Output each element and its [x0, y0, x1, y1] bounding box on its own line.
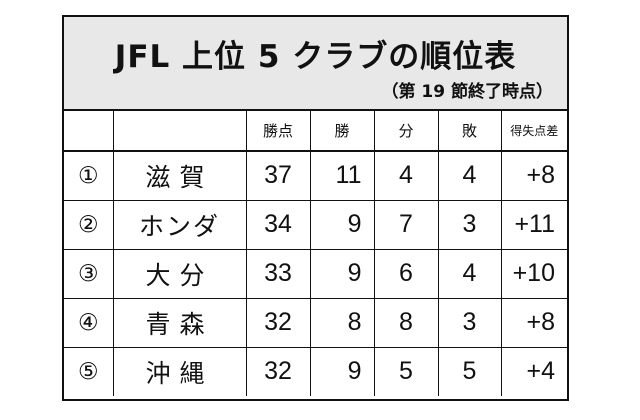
table-row: ④ 青森 32 8 8 3 +8	[64, 298, 567, 348]
table-row: ⑤ 沖縄 32 9 5 5 +4	[64, 347, 567, 396]
table-subtitle: （第 19 節終了時点）	[381, 82, 554, 102]
club-name-cell: 大分	[113, 249, 247, 299]
points-cell: 32	[246, 347, 311, 396]
header-losses: 敗	[438, 111, 502, 152]
goal-diff-cell: +8	[501, 151, 567, 201]
club-name-cell: 滋賀	[113, 151, 247, 201]
goal-diff-cell: +4	[526, 357, 555, 386]
points-cell: 33	[246, 249, 311, 299]
losses-cell: 3	[438, 298, 502, 348]
wins-cell: 9	[310, 347, 375, 396]
standings-grid: 勝点 勝 分 敗 得失点差 ① 滋賀 37 11 4 4 +8 ② ホンダ 34…	[64, 111, 567, 396]
wins-cell: 9	[310, 200, 375, 250]
losses-cell: 4	[438, 151, 502, 201]
rank-cell: ④	[64, 298, 114, 348]
rank-cell: ③	[64, 249, 114, 299]
losses-cell: 5	[438, 347, 502, 396]
wins-cell: 11	[310, 151, 375, 201]
rank-cell: ⑤	[64, 347, 114, 396]
standings-table: JFL 上位 5 クラブの順位表 （第 19 節終了時点） 勝点 勝 分 敗 得…	[62, 15, 569, 401]
draws-cell: 6	[374, 249, 439, 299]
draws-cell: 8	[374, 298, 439, 348]
draws-cell: 4	[374, 151, 439, 201]
losses-cell: 4	[438, 249, 502, 299]
draws-cell: 7	[374, 200, 439, 250]
wins-cell: 8	[310, 298, 375, 348]
points-cell: 37	[246, 151, 311, 201]
header-points: 勝点	[246, 111, 311, 152]
table-row: ① 滋賀 37 11 4 4 +8	[64, 151, 567, 201]
club-name-cell: 青森	[113, 298, 247, 348]
losses-cell: 3	[438, 200, 502, 250]
header-draws: 分	[374, 111, 439, 152]
club-name-cell: 沖縄	[113, 347, 247, 396]
rank-cell: ①	[64, 151, 114, 201]
header-club	[113, 111, 247, 152]
title-area: JFL 上位 5 クラブの順位表 （第 19 節終了時点）	[64, 17, 567, 111]
goal-diff-cell: +11	[501, 200, 567, 250]
points-cell: 34	[246, 200, 311, 250]
club-name-cell: ホンダ	[113, 200, 247, 250]
goal-diff-cell: +10	[501, 249, 567, 299]
header-wins: 勝	[310, 111, 375, 152]
goal-diff-cell: +8	[501, 298, 567, 348]
header-row: 勝点 勝 分 敗 得失点差	[64, 111, 567, 152]
points-cell: 32	[246, 298, 311, 348]
header-goal-diff: 得失点差	[501, 111, 567, 152]
table-title: JFL 上位 5 クラブの順位表	[114, 39, 517, 75]
draws-cell: 5	[374, 347, 439, 396]
header-rank	[64, 111, 114, 152]
wins-cell: 9	[310, 249, 375, 299]
rank-cell: ②	[64, 200, 114, 250]
table-row: ② ホンダ 34 9 7 3 +11	[64, 200, 567, 250]
table-row: ③ 大分 33 9 6 4 +10	[64, 249, 567, 299]
